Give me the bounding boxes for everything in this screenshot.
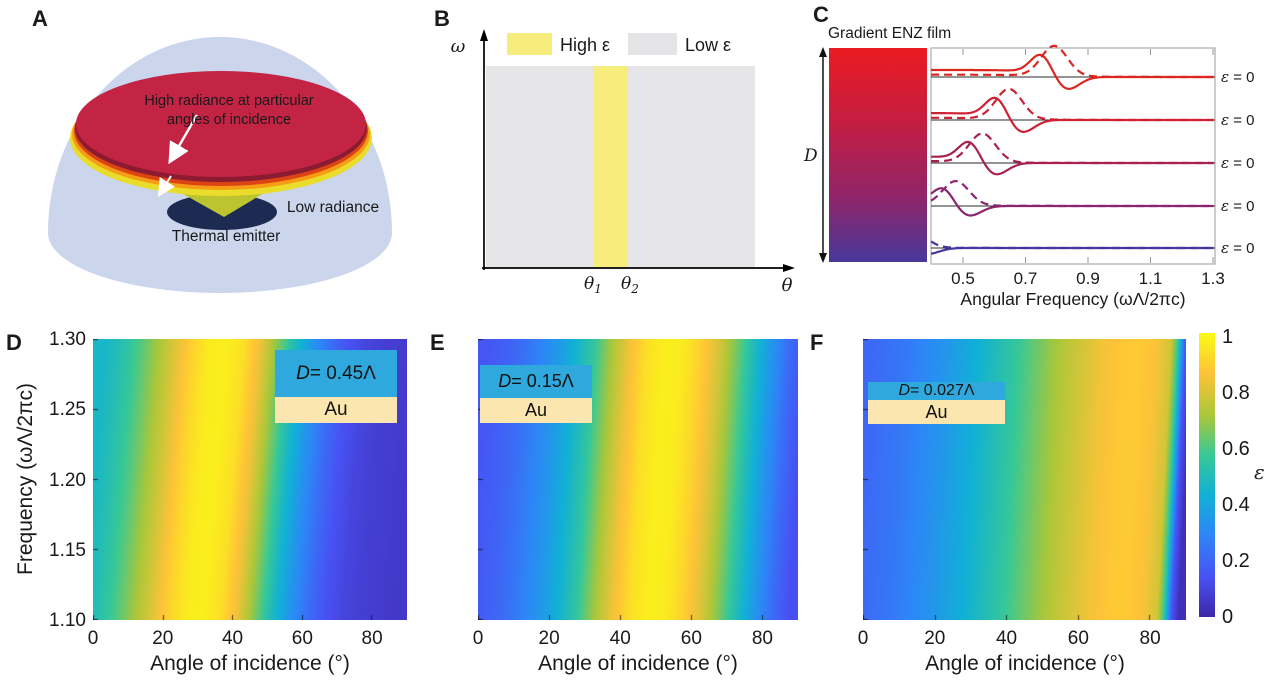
legend-swatch-high	[507, 33, 552, 55]
inset-depth-f: D = 0.027Λ	[868, 382, 1005, 400]
x-axis-title-f: Angle of incidence (°)	[925, 652, 1125, 675]
high-radiance-text-1: High radiance at particular	[144, 93, 313, 109]
epsilon-zero-label: ε = 0	[1221, 111, 1255, 129]
x-tick-label: 0	[472, 628, 484, 649]
b-x-arrowhead	[783, 264, 795, 272]
epsilon-zero-label: ε = 0	[1221, 197, 1255, 215]
high-radiance-text-2: angles of incidence	[167, 112, 291, 128]
xticks-f: 0 20 40 60 80	[858, 628, 1186, 652]
c-tick-label: 1.1	[1139, 269, 1163, 288]
panel-label-e: E	[430, 330, 445, 355]
depth-arrow-top	[819, 47, 827, 57]
inset-gold-e: Au	[480, 398, 592, 423]
inset-depth-e: D = 0.15Λ	[480, 365, 592, 398]
c-curve-solid	[931, 53, 1214, 91]
panel-label-c: C	[813, 2, 829, 27]
inset-gold-d: Au	[275, 397, 397, 423]
enz-film-bar	[829, 48, 927, 262]
x-tick-label: 20	[924, 628, 946, 649]
c-curve-solid	[930, 187, 1214, 217]
b-y-axis-label: ω	[451, 36, 466, 57]
panel-label-a: A	[32, 6, 48, 31]
b-x-axis-label: θ	[782, 275, 793, 296]
y-tick-label: 1.15	[49, 539, 86, 561]
colorbar-tick-label: 0.8	[1222, 382, 1250, 404]
xticks-d: 0 20 40 60 80	[88, 628, 407, 652]
x-tick-label: 20	[152, 628, 174, 649]
colorbar	[1199, 333, 1215, 617]
x-tick-label: 0	[87, 628, 99, 649]
depth-label: D	[803, 146, 818, 166]
y-tick-label: 1.20	[49, 469, 86, 491]
c-tick-label: 0.9	[1076, 269, 1100, 288]
low-radiance-text: Low radiance	[287, 199, 379, 216]
c-curve-solid	[930, 246, 1214, 255]
panel-label-b: B	[434, 6, 450, 31]
c-plot-frame	[930, 47, 1216, 265]
x-axis-title-e: Angle of incidence (°)	[538, 652, 738, 675]
b-y-arrowhead	[480, 29, 488, 41]
epsilon-zero-label: ε = 0	[1221, 68, 1255, 86]
x-tick-label: 80	[361, 628, 383, 649]
colorbar-tick-label: 0.2	[1222, 550, 1250, 572]
x-tick-label: 40	[609, 628, 631, 649]
x-tick-label: 80	[1139, 628, 1161, 649]
x-axis-title-d: Angle of incidence (°)	[150, 652, 350, 675]
high-radiance-disc	[76, 71, 366, 177]
c-x-axis-title: Angular Frequency (ωΛ/2πc)	[960, 289, 1185, 309]
gradient-enz-title: Gradient ENZ film	[828, 25, 951, 42]
b-theta1-tick: θ1	[584, 274, 602, 296]
annotation-arrow-small	[157, 175, 175, 198]
y-tick-label: 1.25	[49, 399, 86, 421]
high-epsilon-band	[593, 66, 628, 267]
inset-gold-f: Au	[868, 400, 1005, 424]
y-tick-label: 1.10	[49, 610, 86, 631]
annotation-arrow-large	[168, 114, 199, 165]
xticks-e: 0 20 40 60 80	[473, 628, 798, 652]
panel-label-f: F	[810, 330, 824, 355]
epsilon-zero-label: ε = 0	[1221, 154, 1255, 172]
panel-label-d: D	[6, 330, 22, 355]
b-theta2-tick: θ2	[621, 274, 639, 296]
x-tick-label: 40	[995, 628, 1018, 649]
panel-a-illustration: High radiance at particular angles of in…	[47, 36, 392, 293]
panel-c-plot: Gradient ENZ film D 0.5 0.7 0.9 1.1 1.3 ε = 0…	[803, 25, 1255, 309]
legend-swatch-low	[628, 33, 677, 55]
y-tick-label: 1.30	[49, 329, 86, 350]
y-axis-title: Frequency (ωΛ/2πc)	[14, 383, 37, 575]
colorbar-tick-label: 0.4	[1222, 494, 1250, 516]
c-curve-solid	[931, 140, 1214, 176]
colorbar-tick-label: 1	[1222, 326, 1234, 348]
legend-low-label: Low ε	[685, 35, 731, 55]
x-tick-label: 40	[221, 628, 244, 649]
x-tick-label: 0	[857, 628, 869, 649]
x-tick-label: 60	[1067, 628, 1089, 649]
c-tick-label: 1.3	[1201, 269, 1225, 288]
colorbar-label: ε	[1254, 460, 1265, 484]
inset-depth-d: D = 0.45Λ	[275, 350, 397, 397]
c-tick-label: 0.5	[951, 269, 975, 288]
colorbar-tick-label: 0.6	[1222, 438, 1250, 460]
x-tick-label: 60	[291, 628, 313, 649]
panel-b-schematic: High ε Low ε ω θ θ1 θ2	[451, 29, 795, 296]
legend-high-label: High ε	[560, 35, 610, 55]
c-tick-label: 0.7	[1014, 269, 1038, 288]
x-tick-label: 80	[751, 628, 774, 649]
colorbar-tick-label: 0	[1222, 606, 1234, 628]
depth-arrow-bottom	[819, 253, 827, 263]
x-tick-label: 60	[680, 628, 702, 649]
thermal-emitter-text: Thermal emitter	[172, 228, 281, 245]
c-curve-solid	[931, 96, 1214, 134]
epsilon-zero-label: ε = 0	[1221, 239, 1255, 257]
x-tick-label: 20	[538, 628, 560, 649]
c-curve-dashed	[931, 44, 1214, 79]
